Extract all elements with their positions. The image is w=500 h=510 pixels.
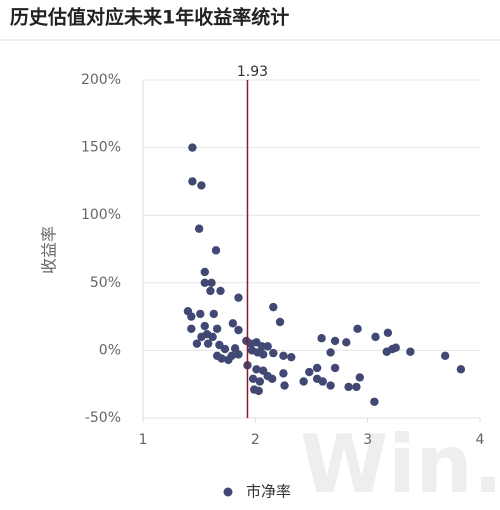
- point: [299, 377, 308, 386]
- point: [279, 351, 288, 361]
- point: [208, 332, 217, 342]
- point: [371, 332, 380, 342]
- x-tick-label: 2: [251, 432, 260, 448]
- point: [312, 363, 322, 373]
- point: [263, 342, 272, 351]
- point: [456, 365, 466, 374]
- watermark: Win.d: [300, 418, 500, 510]
- y-tick-label: 50%: [90, 275, 121, 291]
- point: [287, 352, 296, 362]
- y-tick-label: -50%: [85, 410, 121, 426]
- point: [406, 347, 415, 356]
- point: [330, 336, 340, 346]
- point: [391, 343, 400, 352]
- point: [255, 377, 265, 386]
- point: [194, 224, 204, 233]
- point: [197, 181, 206, 190]
- y-tick-label: 200%: [81, 72, 121, 88]
- point: [200, 278, 209, 287]
- point: [187, 312, 196, 321]
- legend-label: 市净率: [246, 483, 291, 501]
- y-tick-label: 150%: [81, 140, 121, 156]
- point: [317, 334, 326, 343]
- point: [209, 309, 218, 319]
- point: [330, 363, 340, 373]
- point: [269, 302, 278, 312]
- chart-title: 历史估值对应未来1年收益率统计: [10, 6, 289, 29]
- x-tick-label: 3: [363, 432, 372, 448]
- point: [220, 344, 230, 354]
- point: [228, 319, 238, 328]
- point: [234, 325, 243, 335]
- legend-marker: [223, 487, 233, 497]
- point: [326, 348, 335, 357]
- point: [269, 348, 278, 358]
- point: [200, 321, 209, 331]
- point: [383, 328, 393, 338]
- point: [326, 381, 335, 390]
- point: [188, 143, 197, 152]
- point: [258, 350, 268, 359]
- point: [216, 286, 225, 296]
- point: [188, 177, 197, 186]
- point: [440, 351, 450, 361]
- point: [192, 339, 202, 348]
- point: [252, 365, 261, 374]
- reference-label: 1.93: [237, 64, 268, 80]
- point: [212, 324, 222, 333]
- y-tick-label: 0%: [99, 342, 121, 358]
- point: [267, 374, 277, 383]
- point: [224, 355, 233, 365]
- point: [200, 267, 209, 277]
- point: [280, 381, 289, 390]
- point: [234, 293, 243, 302]
- point: [203, 339, 213, 348]
- point: [254, 386, 263, 396]
- y-axis-label: 收益率: [40, 226, 59, 274]
- point: [212, 351, 222, 361]
- point: [305, 367, 314, 377]
- point: [370, 397, 379, 406]
- point: [207, 278, 216, 287]
- point: [197, 332, 206, 342]
- point: [318, 377, 327, 386]
- point: [206, 286, 215, 296]
- point: [355, 373, 365, 382]
- point: [230, 344, 240, 353]
- point: [342, 338, 351, 347]
- point: [279, 369, 288, 378]
- y-tick-label: 100%: [81, 207, 121, 223]
- point: [353, 324, 362, 333]
- point: [187, 324, 196, 333]
- point: [344, 382, 353, 392]
- x-tick-label: 4: [476, 432, 485, 448]
- point: [248, 374, 258, 383]
- point: [275, 317, 285, 327]
- point: [196, 309, 205, 319]
- point: [211, 246, 221, 255]
- x-tick-label: 1: [139, 432, 148, 448]
- point: [352, 382, 361, 392]
